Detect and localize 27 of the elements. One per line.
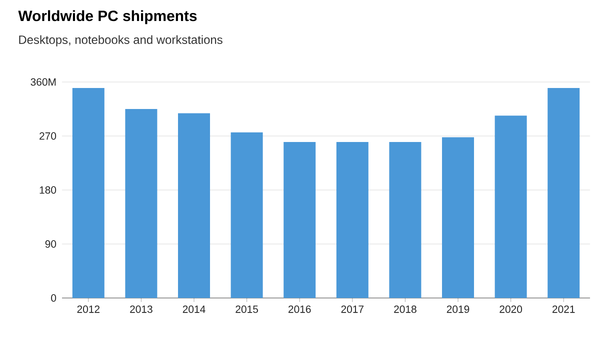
chart-subtitle: Desktops, notebooks and workstations [19, 35, 222, 46]
x-tick-label: 2018 [394, 306, 416, 313]
y-tick-label: 90 [45, 240, 56, 248]
bar [178, 113, 210, 298]
bar [336, 142, 368, 298]
y-tick-label: 360M [30, 78, 56, 86]
x-tick-label: 2012 [77, 306, 100, 313]
x-tick-label: 2014 [182, 306, 206, 313]
x-tick-label: 2020 [500, 306, 522, 313]
y-tick-label: 0 [51, 294, 56, 302]
bar [125, 108, 158, 298]
x-tick-label: 2017 [341, 306, 364, 313]
bar [442, 137, 474, 298]
bar [548, 88, 580, 298]
x-tick-label: 2016 [288, 306, 311, 313]
x-tick-label: 2013 [130, 306, 152, 313]
x-tick-label: 2015 [236, 306, 258, 313]
chart-title: Worldwide PC shipments [18, 10, 197, 24]
bar [494, 116, 527, 298]
bar [284, 142, 316, 298]
y-tick-label: 180 [40, 186, 56, 194]
bar [230, 132, 263, 298]
x-tick-label: 2019 [446, 306, 470, 313]
y-tick-label: 270 [40, 132, 56, 140]
x-tick-label: 2021 [552, 306, 575, 313]
bar [389, 142, 422, 298]
bar [72, 88, 104, 298]
